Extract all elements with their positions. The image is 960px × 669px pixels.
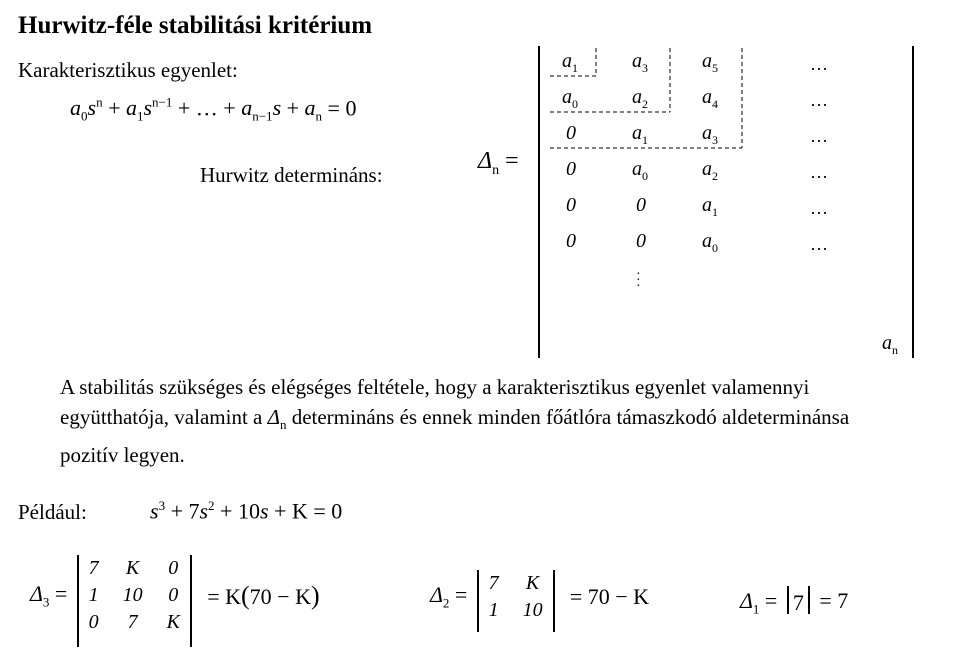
delta-2: Δ2 = 7K 110 = 70 − K xyxy=(430,570,649,624)
d2-r1c1: 7 xyxy=(477,570,511,597)
d2-r2c1: 1 xyxy=(477,597,511,624)
delta-3-det: 7K0 1100 07K xyxy=(77,555,192,636)
example-label: Például: xyxy=(18,500,87,525)
d3-r1c2: K xyxy=(111,555,155,582)
term-an: an xyxy=(305,95,323,120)
delta-2-det: 7K 110 xyxy=(477,570,555,624)
plus-dots: + … + xyxy=(172,95,241,120)
delta-2-label: Δ2 = xyxy=(430,582,467,611)
delta-1: Δ1 = 7 = 7 xyxy=(740,588,848,617)
page-title: Hurwitz-féle stabilitási kritérium xyxy=(18,12,372,40)
delta-2-result: = 70 − K xyxy=(570,584,649,610)
delta-n-equals: Δn = xyxy=(478,148,519,179)
body-text: A stabilitás szükséges és elégséges felt… xyxy=(60,372,880,470)
d3-r1c1: 7 xyxy=(77,555,111,582)
term-anm1: an−1s xyxy=(241,95,281,120)
matrix-dashed-lines xyxy=(538,46,914,358)
term-a0: a0sn xyxy=(70,95,103,120)
subtitle: Karakterisztikus egyenlet: xyxy=(18,58,238,83)
d2-r2c2: 10 xyxy=(511,597,555,624)
delta-3: Δ3 = 7K0 1100 07K = K(70 − K) xyxy=(30,555,320,636)
hurwitz-det-label: Hurwitz determináns: xyxy=(200,163,383,188)
d3-r2c1: 1 xyxy=(77,582,111,609)
example-polynomial: s3 + 7s2 + 10s + K = 0 xyxy=(150,498,342,524)
d3-r1c3: 0 xyxy=(155,555,192,582)
d3-r3c2: 7 xyxy=(111,609,155,636)
d3-r3c3: K xyxy=(155,609,192,636)
page: Hurwitz-féle stabilitási kritérium Karak… xyxy=(0,0,960,669)
d3-r2c2: 10 xyxy=(111,582,155,609)
delta-3-label: Δ3 = xyxy=(30,581,67,610)
equals-zero: = 0 xyxy=(322,95,356,120)
plus: + xyxy=(103,95,126,120)
characteristic-equation: a0sn + a1sn−1 + … + an−1s + an = 0 xyxy=(70,95,356,125)
term-a1: a1sn−1 xyxy=(126,95,172,120)
inline-delta-n: Δn xyxy=(268,405,287,429)
plus: + xyxy=(281,95,304,120)
d3-r3c1: 0 xyxy=(77,609,111,636)
d2-r1c2: K xyxy=(511,570,555,597)
delta-3-result: = K(70 − K) xyxy=(207,581,319,611)
delta-1-abs: 7 xyxy=(787,590,810,616)
hurwitz-matrix: a1 a3 a5 … a0 a2 a4 … 0 a1 a3 … 0 a0 a2 … xyxy=(538,46,914,351)
d3-r2c3: 0 xyxy=(155,582,192,609)
